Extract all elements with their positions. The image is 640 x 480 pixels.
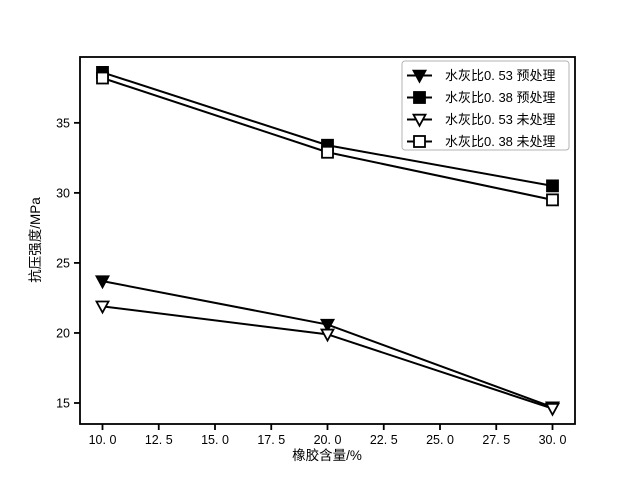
marker-square-filled: [413, 91, 426, 104]
y-axis-title: 抗压强度/MPa: [28, 197, 43, 283]
x-tick-label: 27. 5: [482, 433, 510, 447]
x-axis-title: 橡胶含量/%: [292, 447, 362, 463]
series-4: [96, 71, 559, 207]
legend-frame: [401, 60, 570, 151]
legend-entry: 水灰比0. 53 预处理: [407, 68, 556, 84]
series-1: [94, 275, 561, 416]
series-line: [102, 280, 553, 409]
marker-square-open: [321, 145, 334, 159]
legend-entry-label: 水灰比0. 53 预处理: [445, 68, 556, 83]
x-tick-label: 17. 5: [257, 433, 285, 447]
legend-entry: 水灰比0. 38 未处理: [407, 134, 556, 149]
y-tick-label: 25: [56, 256, 70, 270]
marker-square-open: [96, 71, 109, 85]
marker-square-open: [546, 193, 559, 207]
marker-triangle-down-open: [544, 402, 561, 417]
marker-triangle-down-open: [411, 113, 428, 128]
legend-entry: 水灰比0. 53 未处理: [407, 112, 556, 128]
marker-square-open: [413, 135, 426, 148]
plot-area: 10. 0 12. 5 15. 0 17. 5 20. 0 22. 5 25. 0 27. 5…: [56, 56, 576, 447]
x-axis: 10. 0 12. 5 15. 0 17. 5 20. 0 22. 5 25. 0 27. 5…: [89, 424, 567, 447]
legend-entry-label: 水灰比0. 38 未处理: [445, 134, 556, 149]
legend-entry: 水灰比0. 38 预处理: [407, 90, 556, 105]
x-tick-label: 20. 0: [314, 433, 342, 447]
x-tick-label: 10. 0: [89, 433, 117, 447]
x-tick-label: 12. 5: [145, 433, 173, 447]
legend-entry-label: 水灰比0. 38 预处理: [445, 90, 556, 105]
y-axis: 15 20 25 30 35: [56, 116, 80, 410]
y-tick-label: 35: [56, 116, 70, 130]
x-tick-label: 25. 0: [426, 433, 454, 447]
x-tick-label: 15. 0: [201, 433, 229, 447]
x-tick-label: 30. 0: [539, 433, 567, 447]
legend-entry-label: 水灰比0. 53 未处理: [445, 112, 556, 127]
y-tick-label: 20: [56, 326, 70, 340]
marker-triangle-down-open: [94, 300, 111, 315]
marker-triangle-down-open: [319, 328, 336, 343]
y-tick-label: 15: [56, 396, 70, 410]
marker-triangle-down-filled: [94, 275, 111, 290]
x-tick-label: 22. 5: [370, 433, 398, 447]
y-tick-label: 30: [56, 186, 70, 200]
series-3: [94, 300, 561, 417]
marker-triangle-down-filled: [411, 69, 428, 84]
marker-square-filled: [546, 179, 559, 193]
marker-triangle-down-filled: [319, 318, 336, 333]
